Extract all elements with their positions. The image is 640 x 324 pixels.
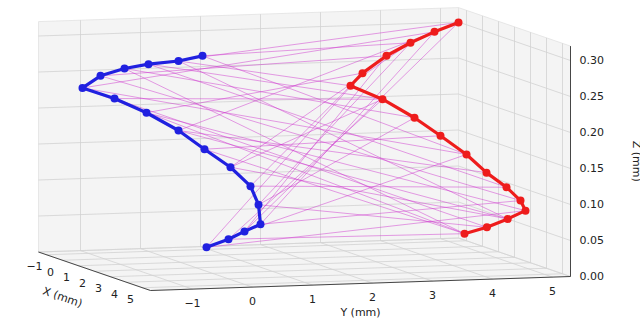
svg-text:3: 3 <box>95 282 102 295</box>
svg-text:5: 5 <box>127 293 134 306</box>
svg-text:Y (mm): Y (mm) <box>339 306 380 319</box>
svg-text:3: 3 <box>429 289 436 302</box>
svg-text:0.00: 0.00 <box>580 270 605 283</box>
svg-text:5: 5 <box>549 285 556 298</box>
svg-text:2: 2 <box>79 277 86 290</box>
svg-text:2: 2 <box>369 291 376 304</box>
svg-text:0.20: 0.20 <box>580 126 605 139</box>
svg-text:0: 0 <box>47 266 54 279</box>
svg-text:4: 4 <box>489 287 496 300</box>
svg-text:X (mm): X (mm) <box>41 284 84 310</box>
svg-text:0.15: 0.15 <box>580 162 605 175</box>
svg-text:1: 1 <box>309 293 316 306</box>
svg-text:−1: −1 <box>26 260 42 273</box>
svg-text:1: 1 <box>63 271 70 284</box>
svg-text:0.05: 0.05 <box>580 234 605 247</box>
svg-text:0.10: 0.10 <box>580 198 605 211</box>
svg-text:0: 0 <box>249 295 256 308</box>
svg-text:Z (mm): Z (mm) <box>630 141 640 182</box>
svg-text:0.25: 0.25 <box>580 90 605 103</box>
svg-text:−1: −1 <box>184 297 200 310</box>
svg-text:0.30: 0.30 <box>580 54 605 67</box>
svg-text:4: 4 <box>111 288 118 301</box>
